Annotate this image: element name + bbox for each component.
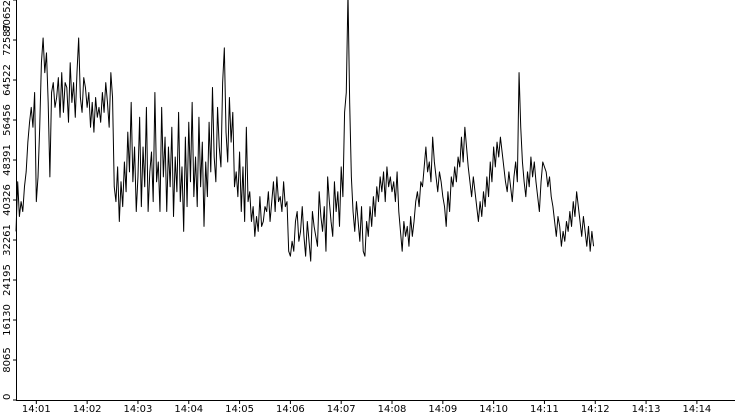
y-tick-label: 48391 <box>2 144 13 176</box>
x-tick-label: 14:09 <box>428 404 457 415</box>
y-tick-label: 72587 <box>2 24 13 56</box>
x-tick-label: 14:08 <box>378 404 407 415</box>
y-tick-label: 0 <box>2 394 13 400</box>
x-tick-label: 14:10 <box>479 404 508 415</box>
x-tick-label: 14:04 <box>174 404 203 415</box>
x-tick-label: 14:03 <box>124 404 153 415</box>
plot-area <box>15 0 595 262</box>
x-tick-label: 14:07 <box>327 404 356 415</box>
y-tick-label: 40326 <box>2 184 13 216</box>
y-tick-label: 8065 <box>2 347 13 372</box>
x-tick-label: 14:06 <box>276 404 305 415</box>
x-tick-label: 14:05 <box>225 404 254 415</box>
y-tick-label: 64522 <box>2 64 13 96</box>
x-tick-label: 14:11 <box>530 404 559 415</box>
y-tick-label: 32261 <box>2 224 13 256</box>
y-tick-label: 56456 <box>2 104 13 136</box>
y-tick-label: 24195 <box>2 264 13 296</box>
x-tick-label: 14:01 <box>22 404 51 415</box>
x-tick-label: 14:13 <box>632 404 661 415</box>
x-tick-label: 14:02 <box>73 404 102 415</box>
x-tick-label: 14:14 <box>682 404 711 415</box>
series-line <box>15 0 595 262</box>
y-tick-label: 80652 <box>2 0 13 32</box>
x-axis: 14:01 14:02 14:03 14:04 14:05 14:06 14:07 14:08… <box>16 400 735 415</box>
y-tick-label: 16130 <box>2 304 13 336</box>
y-axis: 0 8065 16130 24195 32261 40326 48391 56456 64522… <box>2 0 17 401</box>
x-tick-label: 14:12 <box>581 404 610 415</box>
